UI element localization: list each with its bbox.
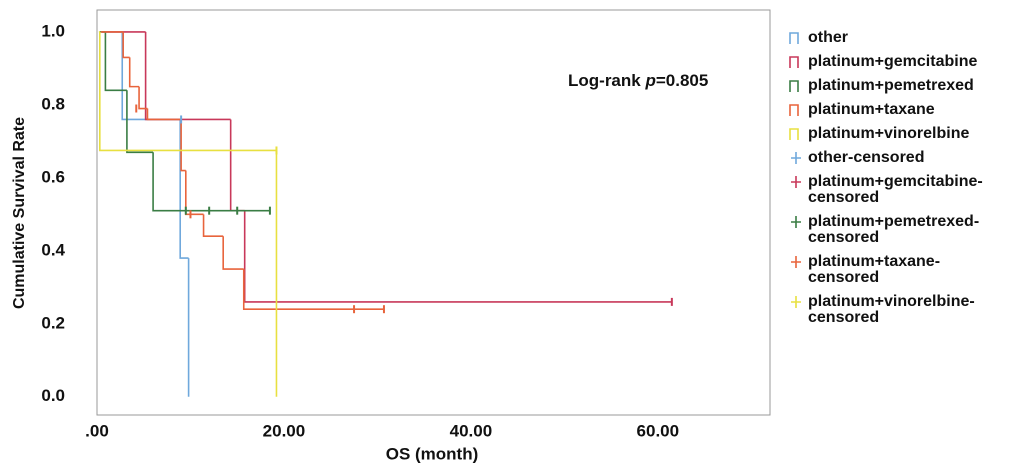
legend-entry: other — [788, 30, 1006, 46]
survival-step — [144, 31, 231, 121]
survival-step — [126, 90, 154, 154]
survival-step — [128, 57, 140, 88]
legend-entry: platinum+gemcitabine-censored — [788, 174, 1006, 206]
x-tick-label: 40.00 — [450, 421, 493, 440]
survival-step — [180, 119, 186, 172]
survival-step — [242, 269, 384, 310]
y-tick-label: 0.2 — [41, 313, 65, 332]
legend-entry: platinum+vinorelbine-censored — [788, 294, 1006, 326]
x-tick-label: 60.00 — [637, 421, 680, 440]
legend-label: platinum+gemcitabine-censored — [808, 173, 983, 206]
survival-step — [222, 236, 244, 270]
annotation-italic: p — [644, 71, 655, 90]
legend-symbol — [791, 216, 801, 228]
legend-entry: platinum+taxane — [788, 102, 1006, 118]
y-tick-label: 0.8 — [41, 94, 65, 113]
legend-icon — [791, 256, 801, 268]
survival-step — [146, 108, 182, 121]
legend-entry: platinum+taxane-censored — [788, 254, 1006, 286]
legend-symbol — [789, 56, 799, 68]
legend: other platinum+gemcitabine platinum+pemetr… — [788, 30, 1006, 334]
survival-step — [104, 31, 127, 92]
x-tick-label: 20.00 — [263, 421, 306, 440]
legend-symbol — [789, 32, 799, 44]
legend-symbol — [789, 104, 799, 116]
legend-label: platinum+pemetrexed-censored — [808, 213, 980, 246]
legend-entry: platinum+vinorelbine — [788, 126, 1006, 142]
y-axis-title: Cumulative Survival Rate — [11, 117, 28, 309]
legend-label: platinum+gemcitabine — [808, 53, 978, 70]
survival-step — [99, 31, 277, 152]
legend-icon — [791, 152, 801, 164]
legend-symbol — [789, 80, 799, 92]
survival-step — [122, 31, 130, 59]
legend-symbol — [791, 256, 801, 268]
survival-step — [202, 214, 224, 238]
chart: OS (month) Cumulative Survival Rate Log-… — [11, 9, 771, 463]
y-tick-label: 1.0 — [41, 21, 65, 40]
legend-label: platinum+vinorelbine — [808, 125, 970, 142]
legend-icon — [791, 296, 801, 308]
annotation-suffix: =0.805 — [656, 71, 708, 90]
legend-label: platinum+taxane-censored — [808, 253, 941, 286]
legend-icon — [789, 80, 799, 92]
legend-icon — [789, 56, 799, 68]
legend-entry: platinum+gemcitabine — [788, 54, 1006, 70]
survival-step — [179, 119, 189, 259]
legend-label: other — [808, 29, 848, 46]
legend-label: platinum+vinorelbine-censored — [808, 293, 975, 326]
annotation: Log-rank p=0.805 — [568, 71, 708, 90]
survival-step — [152, 152, 270, 212]
y-tick-label: 0.6 — [41, 167, 65, 186]
legend-label: platinum+taxane — [808, 101, 935, 118]
legend-icon — [789, 32, 799, 44]
survival-step — [184, 170, 204, 216]
legend-entry: other-censored — [788, 150, 1006, 166]
survival-step — [138, 86, 148, 110]
legend-symbol — [791, 296, 801, 308]
legend-symbol — [791, 152, 801, 164]
plot-frame — [96, 9, 771, 416]
annotation-prefix: Log-rank — [568, 71, 641, 90]
y-tick-label: 0.4 — [41, 240, 65, 259]
legend-icon — [791, 216, 801, 228]
x-tick-label: .00 — [85, 421, 109, 440]
legend-icon — [789, 128, 799, 140]
survival-step — [243, 210, 672, 303]
legend-icon — [791, 176, 801, 188]
y-tick-label: 0.0 — [41, 386, 65, 405]
legend-icon — [789, 104, 799, 116]
legend-symbol — [789, 128, 799, 140]
x-axis-title: OS (month) — [386, 444, 479, 463]
legend-entry: platinum+pemetrexed-censored — [788, 214, 1006, 246]
legend-symbol — [791, 176, 801, 188]
survival-step — [229, 119, 245, 212]
legend-label: platinum+pemetrexed — [808, 77, 974, 94]
legend-label: other-censored — [808, 149, 925, 166]
survival-step — [121, 31, 181, 121]
legend-entry: platinum+pemetrexed — [788, 78, 1006, 94]
